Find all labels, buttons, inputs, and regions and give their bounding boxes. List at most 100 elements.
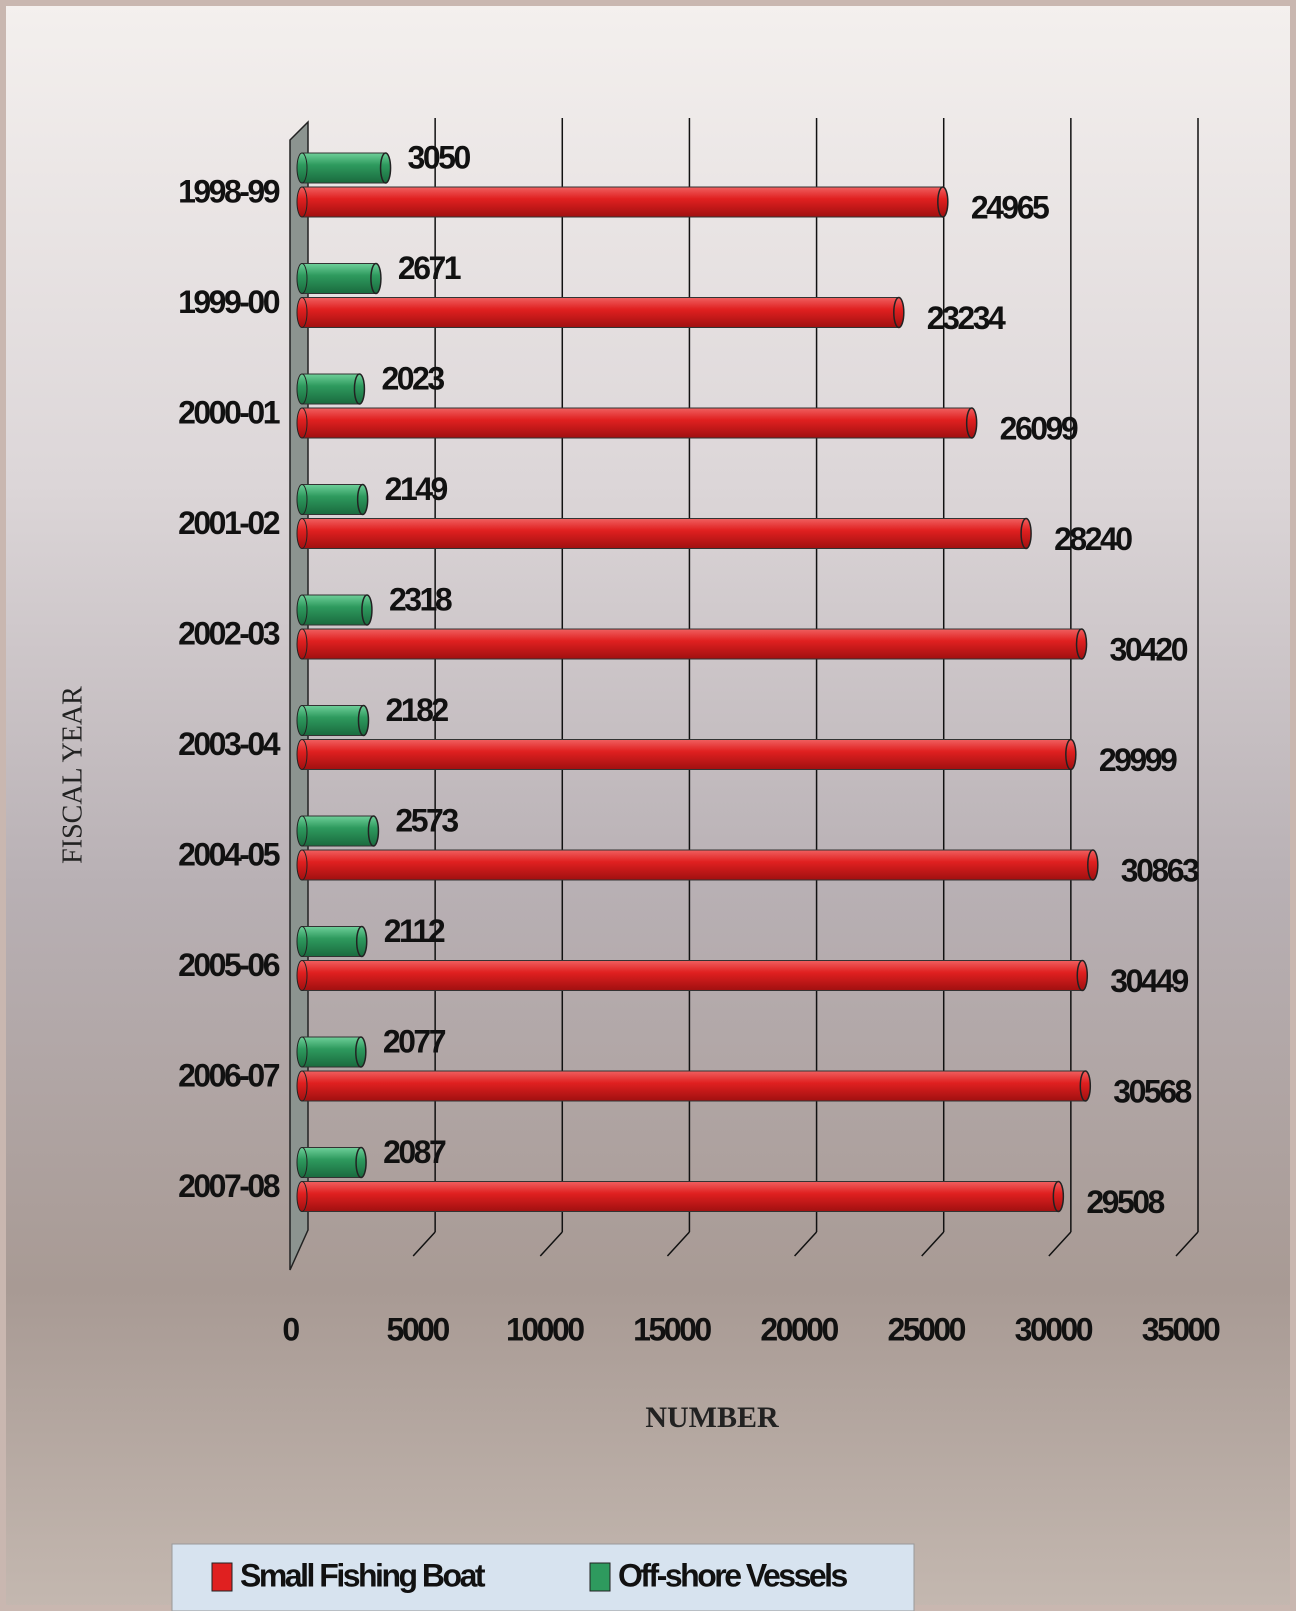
bar-cap [354,374,364,404]
data-label: 30420 [1110,631,1188,667]
data-label: 28240 [1054,521,1132,557]
legend-swatch [212,1563,232,1591]
bar-base [297,264,307,294]
bar-cap [358,485,368,515]
data-label: 30449 [1110,963,1188,999]
bar-base [297,961,307,991]
bar-base [297,187,307,217]
x-tick-label: 15000 [633,1311,711,1347]
bar-base [297,1071,307,1101]
y-tick-label: 1999-00 [178,284,280,320]
y-axis-title: FISCAL YEAR [57,686,88,864]
bar-base [297,374,307,404]
bar [302,298,899,328]
x-axis-title: NUMBER [645,1401,779,1434]
bar [302,740,1071,770]
bar-base [297,153,307,183]
bar-base [297,1182,307,1212]
y-tick-label: 2005-06 [178,947,280,983]
bar-cap [1053,1182,1063,1212]
data-label: 29508 [1086,1184,1164,1220]
bar-base [297,298,307,328]
bar-cap [362,595,372,625]
bar [302,374,359,404]
data-label: 30863 [1121,852,1199,888]
bar [302,187,943,217]
x-tick-label: 10000 [506,1311,584,1347]
data-label: 2087 [383,1134,446,1170]
bar [302,816,373,846]
data-label: 23234 [927,300,1006,336]
bar-base [297,816,307,846]
x-tick-label: 35000 [1142,1311,1220,1347]
bar-cap [357,927,367,957]
bar-cap [358,706,368,736]
data-label: 2573 [395,802,458,838]
legend-label: Small Fishing Boat [240,1557,486,1593]
bar [302,961,1082,991]
bar-cap [1080,1071,1090,1101]
bar-cap [967,408,977,438]
bar-base [297,740,307,770]
bar-base [297,927,307,957]
bar-cap [894,298,904,328]
bar [302,408,972,438]
y-tick-label: 1998-99 [178,173,280,209]
bar-cap [1088,850,1098,880]
bar [302,629,1082,659]
bar-base [297,850,307,880]
bar [302,1182,1058,1212]
y-tick-label: 2002-03 [178,615,280,651]
bar-base [297,1148,307,1178]
bar [302,485,363,515]
x-tick-label: 0 [282,1311,299,1347]
bar [302,706,363,736]
bar [302,595,367,625]
bar [302,519,1026,549]
bar-base [297,519,307,549]
bar-base [297,706,307,736]
bar [302,1037,361,1067]
legend-swatch [590,1563,610,1591]
bar [302,927,362,957]
data-label: 2671 [398,250,461,286]
data-label: 26099 [1000,410,1078,446]
chart: 0 5000 10000 15000 20000 25000 30000 35000 1998… [0,0,1296,1611]
bar-base [297,629,307,659]
bar-cap [1066,740,1076,770]
data-label: 24965 [971,189,1049,225]
bar-cap [1077,961,1087,991]
bar-cap [368,816,378,846]
bar-cap [1077,629,1087,659]
bar [302,264,376,294]
bar [302,153,386,183]
y-tick-label: 2006-07 [178,1057,280,1093]
x-tick-label: 5000 [387,1311,450,1347]
y-tick-label: 2004-05 [178,836,280,872]
data-label: 2182 [385,692,448,728]
bar [302,1071,1085,1101]
legend-label: Off-shore Vessels [618,1557,848,1593]
bar-cap [356,1037,366,1067]
data-label: 2318 [389,581,452,617]
y-tick-label: 2001-02 [178,505,280,541]
legend: Small Fishing Boat Off-shore Vessels [172,1544,914,1611]
bar-cap [356,1148,366,1178]
data-label: 3050 [408,139,471,175]
bar-base [297,1037,307,1067]
x-tick-label: 20000 [760,1311,838,1347]
bar [302,850,1093,880]
bar-cap [938,187,948,217]
y-tick-label: 2003-04 [178,726,281,762]
bar-cap [381,153,391,183]
data-label: 2077 [383,1023,446,1059]
bar-cap [1021,519,1031,549]
data-label: 2023 [381,360,444,396]
data-label: 2149 [385,471,448,507]
y-tick-label: 2000-01 [178,394,280,430]
bar-base [297,485,307,515]
x-tick-label: 30000 [1015,1311,1093,1347]
data-label: 30568 [1113,1073,1191,1109]
x-tick-label: 25000 [887,1311,965,1347]
bar-cap [371,264,381,294]
